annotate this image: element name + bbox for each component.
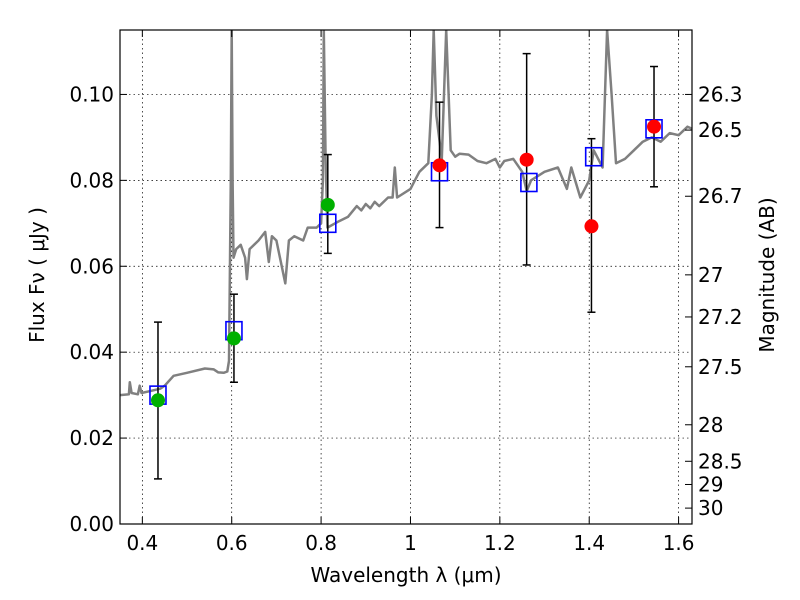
model-flux-square — [318, 213, 337, 234]
observed-flux-point — [226, 331, 241, 346]
right-tick-label: 28 — [698, 413, 723, 437]
x-axis-title: Wavelength λ (μm) — [310, 563, 501, 587]
y-tick-label: 0.04 — [69, 340, 114, 364]
grid-layer — [120, 30, 692, 524]
y-tick-label: 0.02 — [69, 426, 114, 450]
right-tick-label: 29 — [698, 472, 723, 496]
right-tick-label: 30 — [698, 496, 723, 520]
x-tick-label: 1 — [404, 531, 417, 555]
plot-frame — [119, 29, 693, 525]
right-tick-label: 27 — [698, 263, 723, 287]
marker-layer — [149, 119, 663, 408]
right-tick-label: 26.7 — [698, 184, 743, 208]
x-tick-label: 0.6 — [216, 531, 248, 555]
x-tick-label: 0.8 — [305, 531, 337, 555]
model-spectrum-layer — [120, 30, 692, 397]
right-tick-label: 27.2 — [698, 305, 743, 329]
right-axis-title: Magnitude (AB) — [755, 197, 779, 352]
observed-flux-point — [150, 393, 165, 408]
model-spectrum-line — [120, 30, 692, 397]
x-tick-label: 1.4 — [573, 531, 605, 555]
observed-flux-point — [519, 152, 534, 167]
x-tick-label: 1.2 — [484, 531, 516, 555]
right-tick-label: 27.5 — [698, 355, 743, 379]
right-tick-label: 26.3 — [698, 82, 743, 106]
y-tick-label: 0.06 — [69, 254, 114, 278]
observed-flux-point — [647, 119, 662, 134]
observed-flux-point — [432, 158, 447, 173]
y-axis-title: Flux Fν ( μJy ) — [25, 207, 49, 343]
tick-layer: 0.4 0.6 0.8 1 1.2 1.4 1.6 0.00 0.02 0.04 0.06 0.08 0… — [69, 30, 743, 555]
model-flux-square — [584, 146, 603, 167]
x-tick-label: 0.4 — [126, 531, 158, 555]
x-tick-label: 1.6 — [663, 531, 695, 555]
right-tick-label: 28.5 — [698, 449, 743, 473]
model-flux-square — [520, 172, 538, 193]
y-tick-label: 0.00 — [69, 512, 114, 536]
y-tick-label: 0.08 — [69, 168, 114, 192]
right-tick-label: 26.5 — [698, 118, 743, 142]
y-tick-label: 0.10 — [69, 82, 114, 106]
observed-flux-point — [320, 197, 335, 212]
observed-flux-point — [584, 219, 599, 234]
